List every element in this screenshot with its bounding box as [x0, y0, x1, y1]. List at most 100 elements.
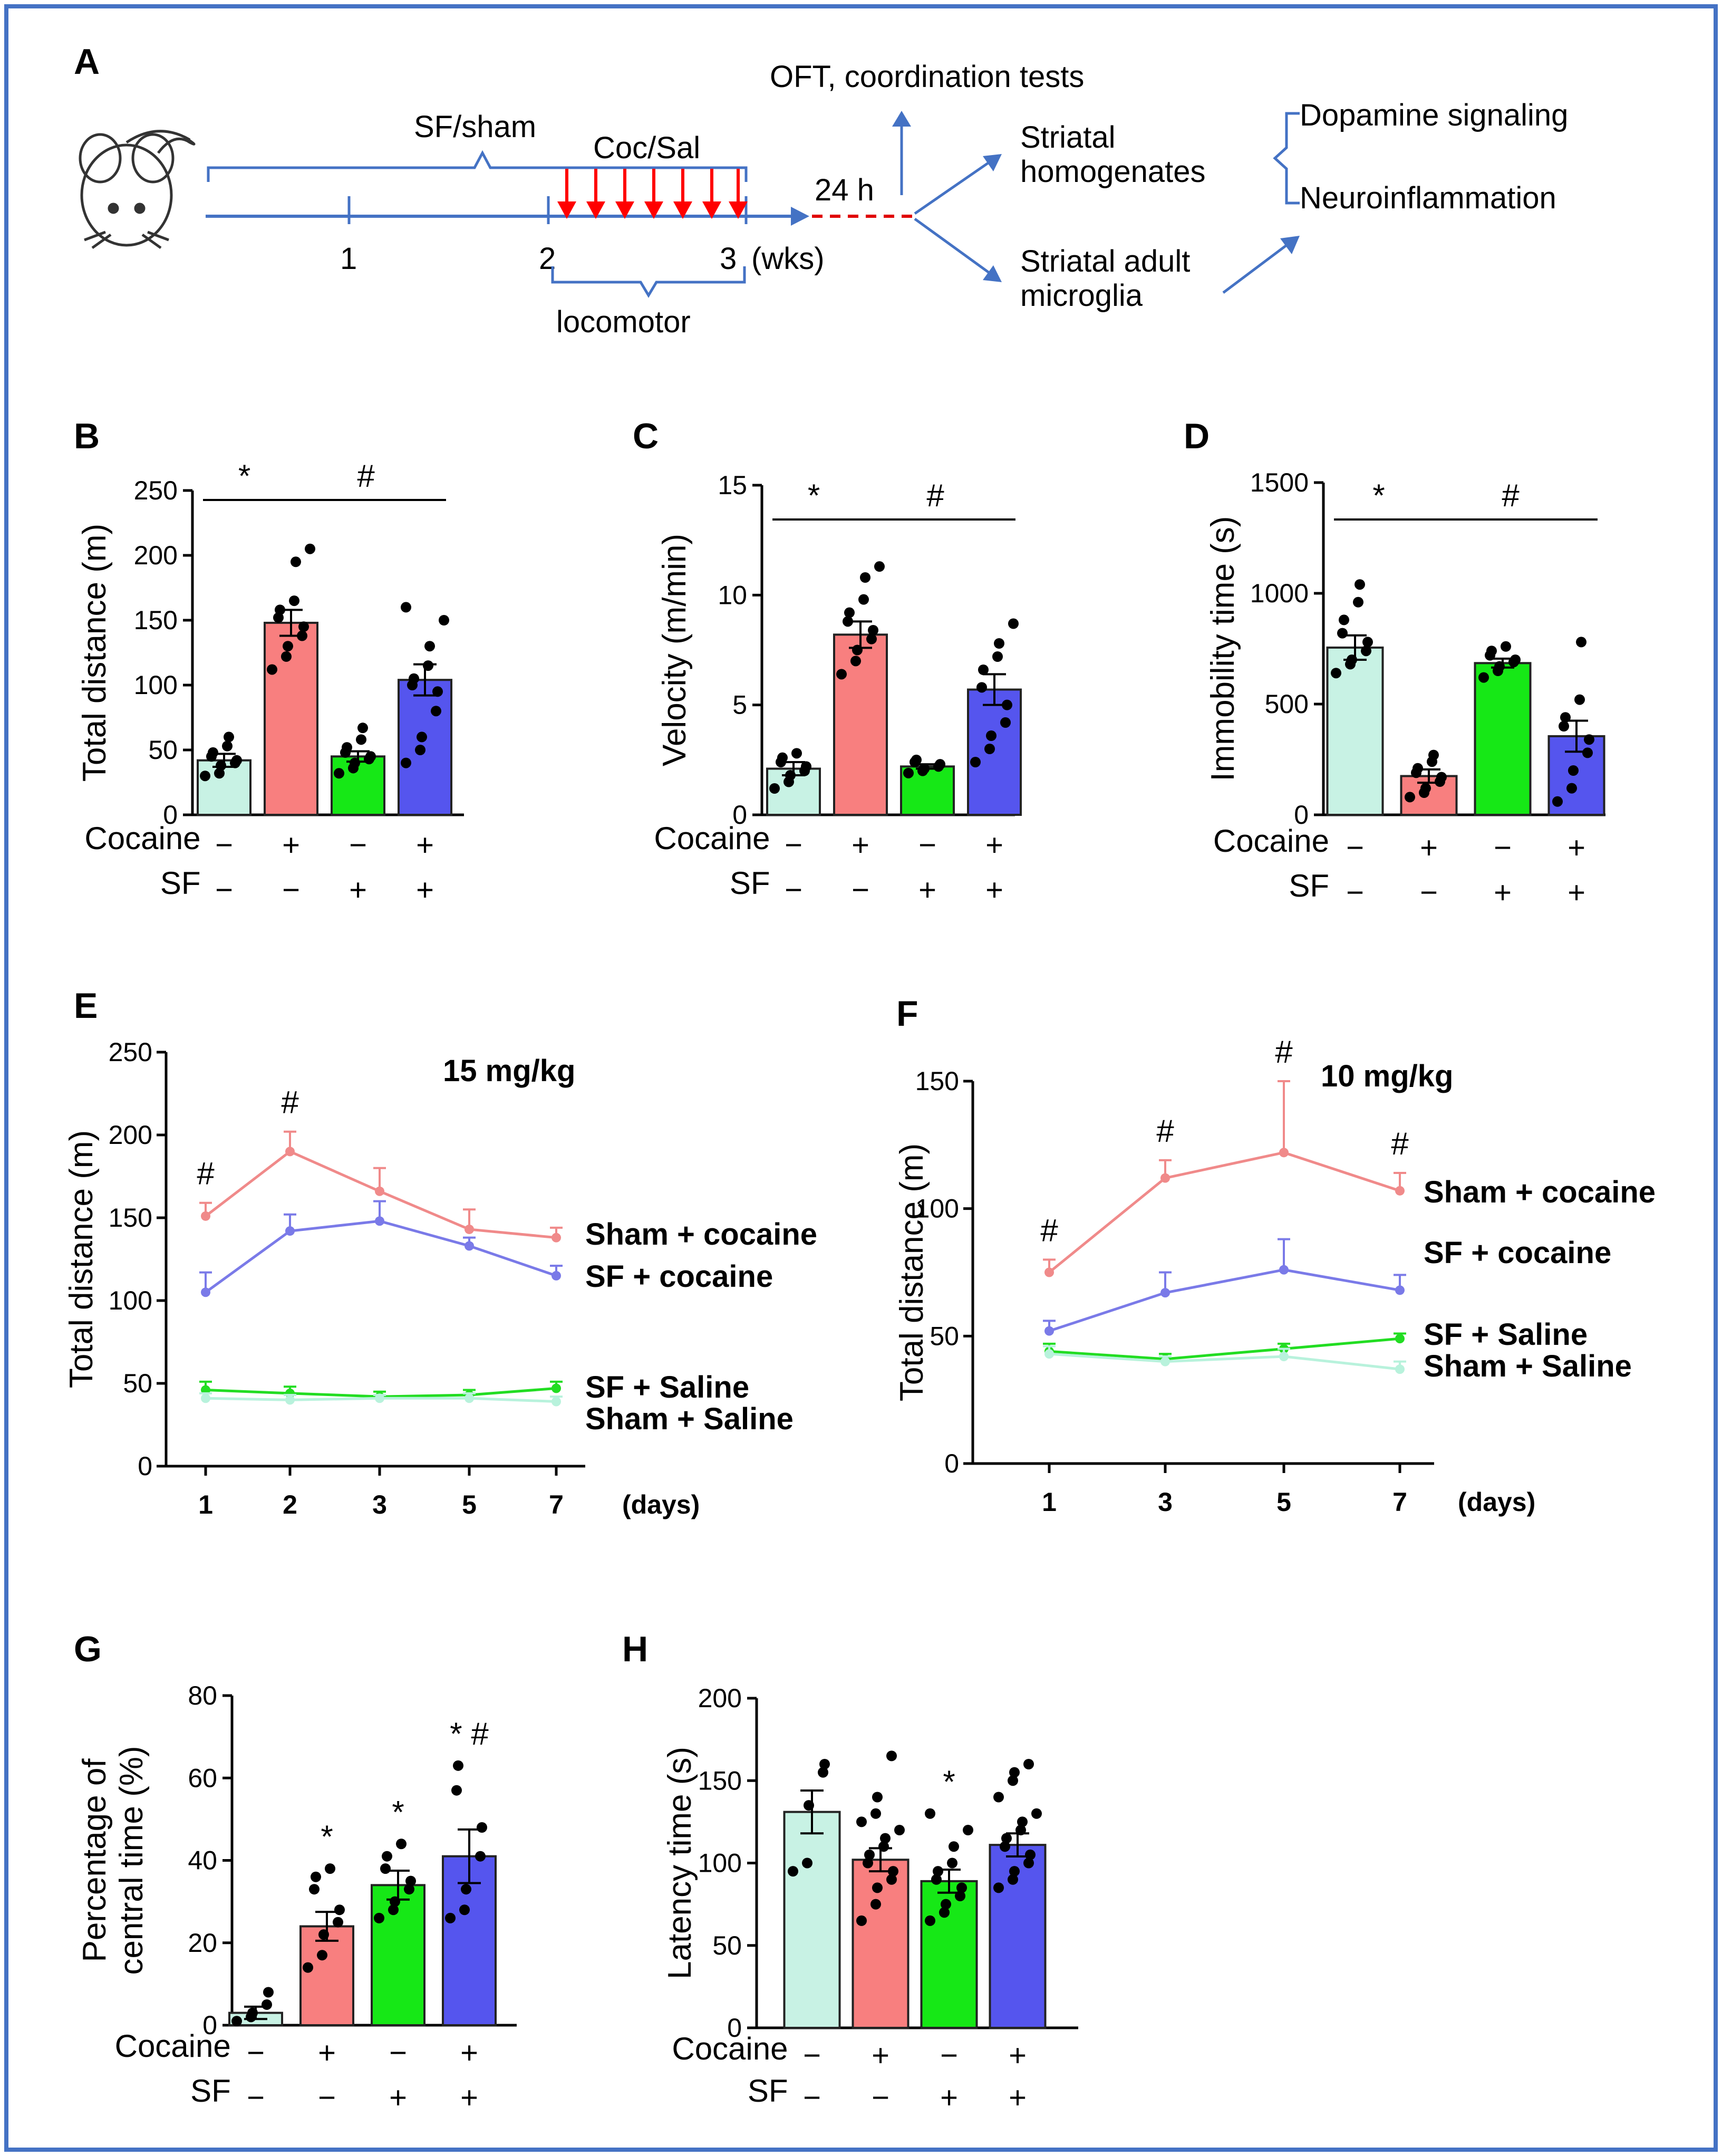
data-point [888, 1866, 898, 1877]
data-point [231, 755, 242, 766]
significance-mark: # [1502, 478, 1520, 513]
data-point [409, 673, 419, 684]
data-point [1023, 1857, 1034, 1869]
data-point [1017, 1816, 1028, 1827]
data-point [1501, 641, 1511, 652]
data-point [788, 1866, 798, 1877]
bar-sf-cocaine [967, 688, 1022, 816]
sf-sign: − [215, 873, 233, 907]
series-point [1279, 1265, 1289, 1275]
oft-arrow-head [892, 111, 911, 127]
injection-arrow-head [557, 201, 576, 219]
cocaine-sign: + [872, 2038, 889, 2073]
micro-to-readout-line [1222, 244, 1288, 294]
bar-sf-saline [371, 1884, 425, 2026]
data-point [1494, 661, 1505, 672]
data-point [1000, 1841, 1010, 1852]
data-point [963, 1825, 973, 1835]
data-point [317, 1950, 327, 1961]
y-tick-label: 50 [712, 1931, 742, 1960]
sf-sign: + [940, 2081, 958, 2115]
cocaine-sign: − [215, 828, 233, 862]
y-axis-title: Immobility time (s) [1205, 516, 1241, 782]
data-point [939, 1907, 950, 1918]
data-point [949, 1841, 959, 1852]
series-line [1049, 1337, 1400, 1361]
y-axis-title: Latency time (s) [662, 1747, 698, 1979]
significance-mark: * [392, 1794, 404, 1830]
data-point [356, 734, 366, 745]
data-point [431, 706, 441, 717]
panel-letter-e: E [74, 986, 98, 1026]
data-point [886, 1874, 897, 1885]
data-point [334, 1904, 345, 1916]
data-point [1582, 747, 1593, 758]
h24-label: 24 h [815, 173, 874, 207]
panel-f: F 0 50 100 150 Total distance (m) 1 3 5 7 (days) 1… [894, 994, 1656, 1517]
data-point [405, 1875, 416, 1886]
cocaine-sign: + [282, 828, 300, 862]
x-tick-label: 3 [1158, 1487, 1173, 1517]
dose-label: 15 mg/kg [443, 1054, 575, 1088]
data-point [1361, 646, 1371, 657]
sf-row-label: SF [190, 2073, 231, 2109]
y-tick-label: 0 [727, 2013, 742, 2043]
series-point [1044, 1267, 1054, 1277]
data-point [298, 621, 309, 632]
data-point [357, 723, 368, 734]
bar-sham-cocaine [299, 1925, 354, 2026]
significance-mark: # [1040, 1212, 1058, 1248]
series-point [1395, 1285, 1405, 1295]
data-point [1478, 672, 1489, 683]
series-point [465, 1393, 474, 1403]
y-axis-title: central time (%) [113, 1746, 150, 1975]
data-point [297, 630, 307, 641]
y-tick-label: 100 [915, 1194, 959, 1224]
data-point [801, 761, 811, 772]
sf-sign: + [1568, 875, 1585, 910]
significance-mark: # [1275, 1034, 1293, 1070]
data-point [445, 1912, 456, 1923]
series-point [552, 1270, 561, 1281]
x-tick-label: 5 [1276, 1487, 1291, 1517]
data-point [860, 572, 870, 583]
data-point [439, 615, 449, 625]
data-point [1031, 1808, 1042, 1819]
y-tick-label: 250 [134, 476, 178, 505]
data-point [986, 730, 997, 741]
sf-sign: + [349, 873, 367, 907]
mouse-icon [79, 130, 196, 249]
homog-arrow-head [983, 154, 1002, 171]
significance-mark: * [321, 1819, 333, 1854]
y-tick-label: 1500 [1250, 468, 1309, 497]
data-point [1362, 637, 1373, 648]
data-point [453, 1760, 463, 1771]
series-point [1395, 1334, 1405, 1344]
y-tick-label: 0 [944, 1449, 959, 1478]
data-point [994, 638, 1004, 649]
y-tick-label: 0 [202, 2010, 217, 2040]
week3-label: 3 [720, 242, 737, 276]
data-point [365, 751, 376, 762]
panel-letter-g: G [74, 1629, 102, 1669]
y-tick-label: 80 [188, 1681, 217, 1710]
data-point [976, 682, 987, 693]
significance-mark: # [357, 458, 375, 494]
y-tick-label: 5 [732, 690, 747, 720]
cocaine-row-label: Cocaine [115, 2028, 231, 2064]
sf-sign: + [918, 873, 936, 907]
data-point [894, 1825, 905, 1835]
y-axis-title: Velocity (m/min) [656, 534, 693, 766]
significance-mark: # [926, 478, 944, 513]
y-tick-label: 250 [109, 1037, 152, 1067]
x-tick-label: 1 [1042, 1487, 1057, 1517]
data-point [1405, 792, 1415, 803]
cocsal-label: Coc/Sal [593, 131, 700, 165]
data-point [1353, 596, 1363, 608]
y-tick-label: 100 [109, 1286, 152, 1315]
data-point [1009, 1866, 1020, 1877]
data-point [777, 752, 788, 763]
homog-label-2: homogenates [1020, 155, 1205, 189]
